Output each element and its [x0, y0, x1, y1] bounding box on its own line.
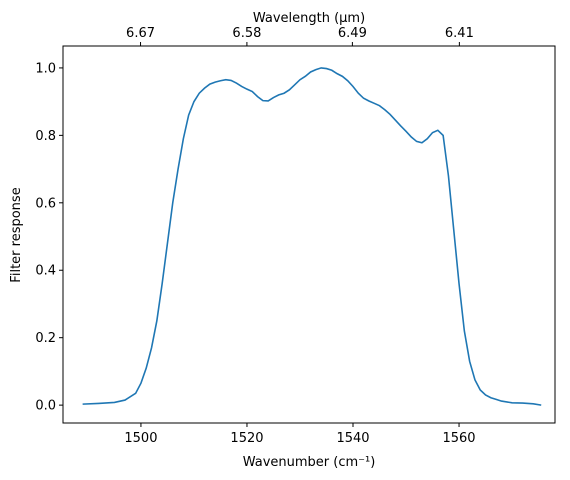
x2-tick-label: 6.67: [126, 26, 155, 41]
x-axis-label: Wavenumber (cm⁻¹): [243, 455, 376, 470]
response-line: [82, 67, 542, 406]
y-axis-label: Filter response: [9, 187, 24, 282]
x2-axis-label: Wavelength (μm): [253, 11, 365, 26]
y-tick-label: 0.6: [35, 196, 56, 211]
x-tick-label: 1540: [336, 431, 369, 446]
y-tick-label: 0.8: [35, 129, 56, 144]
plot-frame: [62, 45, 556, 424]
y-tick-label: 0.0: [35, 399, 56, 414]
x-tick-label: 1500: [124, 431, 157, 446]
y-tick-label: 0.2: [35, 331, 56, 346]
x-tick-label: 1520: [230, 431, 263, 446]
x-tick-label: 1560: [442, 431, 475, 446]
y-tick-label: 1.0: [35, 61, 56, 76]
y-tick-label: 0.4: [35, 264, 56, 279]
x2-tick-label: 6.49: [338, 26, 367, 41]
x2-tick-label: 6.41: [445, 26, 474, 41]
x2-tick-label: 6.58: [232, 26, 261, 41]
